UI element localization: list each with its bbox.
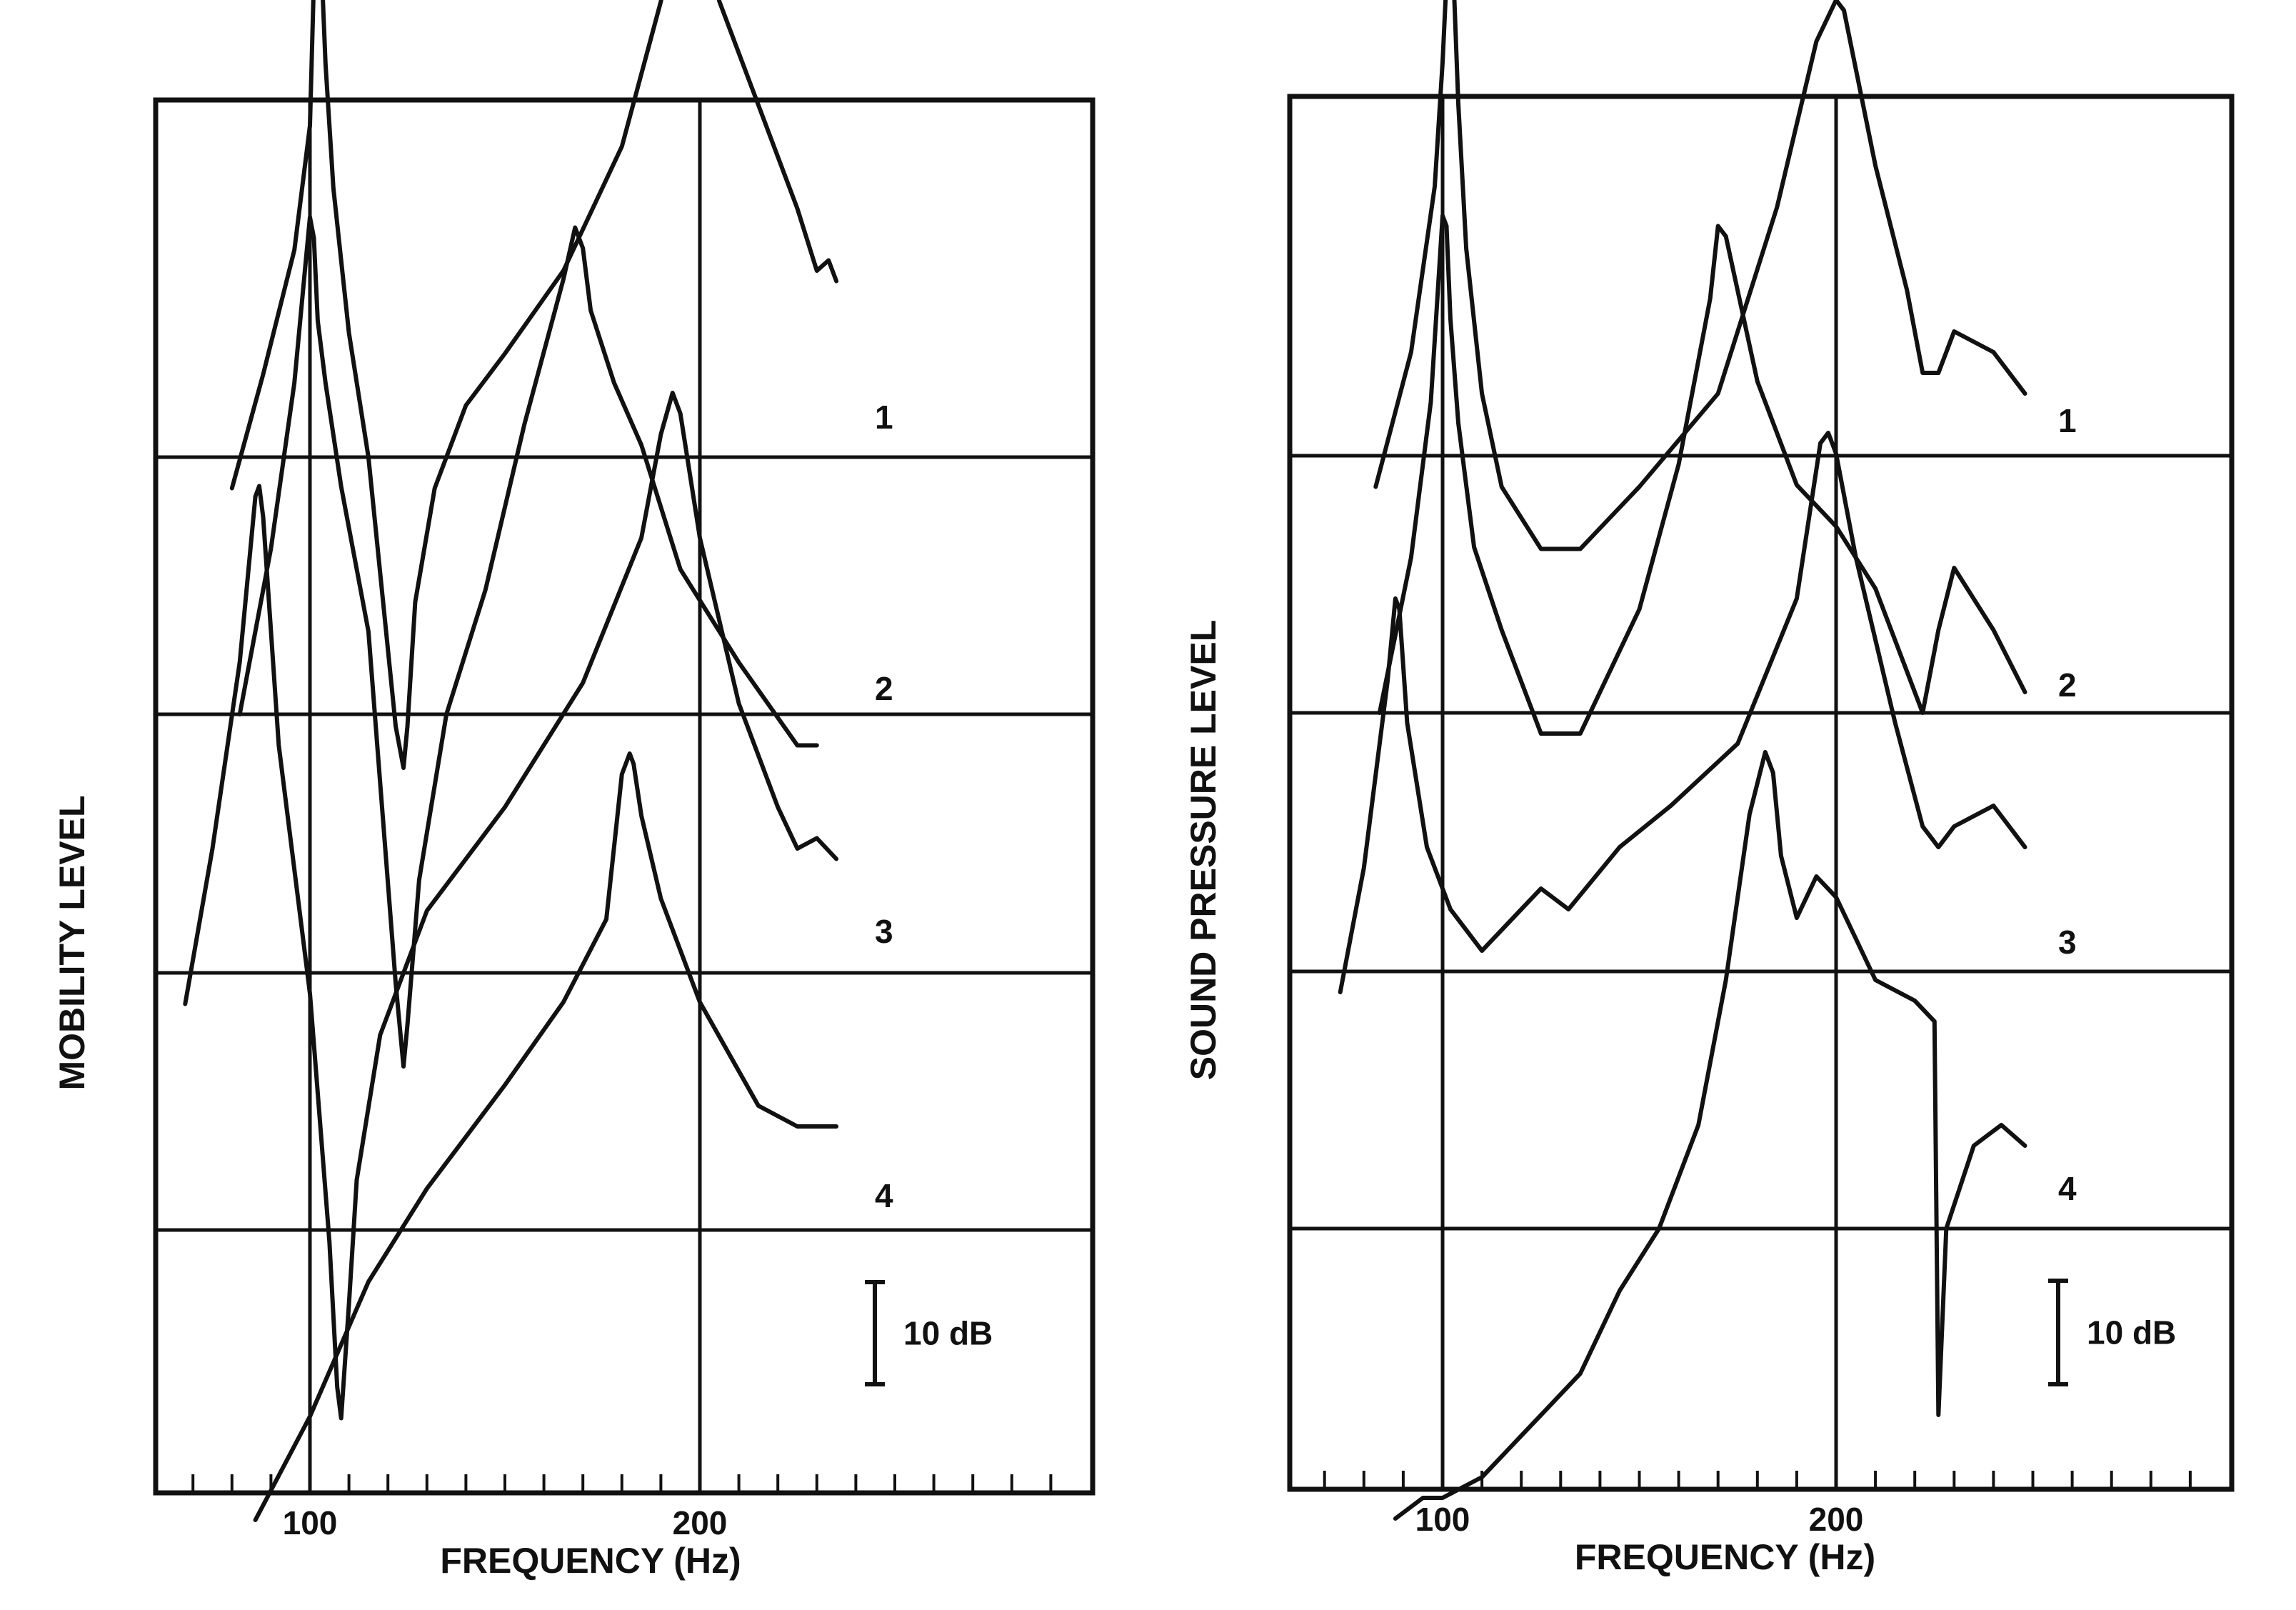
series-1-line xyxy=(1373,0,2027,551)
y-axis-label: SOUND PRESSURE LEVEL xyxy=(1183,620,1223,1081)
series-3-line xyxy=(1338,431,2027,994)
x-tick-label: 100 xyxy=(283,1504,338,1541)
series-1-line xyxy=(229,0,839,770)
x-axis-label: FREQUENCY (Hz) xyxy=(1575,1537,1875,1577)
series-3-label: 3 xyxy=(875,913,893,950)
y-axis-label: MOBILITY LEVEL xyxy=(52,796,92,1091)
series-3-line xyxy=(183,391,839,1421)
x-axis-label: FREQUENCY (Hz) xyxy=(440,1541,741,1581)
x-tick-label: 100 xyxy=(1415,1501,1470,1538)
plot-frame xyxy=(1287,94,2235,1492)
series-4-line xyxy=(1393,750,2027,1521)
series-2-label: 2 xyxy=(875,670,893,707)
x-tick-label: 200 xyxy=(1809,1501,1864,1538)
series-2-line xyxy=(237,215,819,1069)
scale-bar-label: 10 dB xyxy=(903,1315,993,1352)
plot-frame xyxy=(153,97,1096,1496)
scale-bar-label: 10 dB xyxy=(2087,1314,2176,1351)
series-2-line xyxy=(1377,214,2027,736)
series-4-line xyxy=(253,751,839,1522)
series-1-label: 1 xyxy=(875,399,893,436)
x-tick-label: 200 xyxy=(673,1504,728,1541)
series-2-label: 2 xyxy=(2058,666,2077,704)
series-4-label: 4 xyxy=(2058,1170,2077,1207)
series-1-label: 1 xyxy=(2058,402,2077,439)
series-4-label: 4 xyxy=(875,1177,893,1214)
series-3-label: 3 xyxy=(2058,924,2077,961)
